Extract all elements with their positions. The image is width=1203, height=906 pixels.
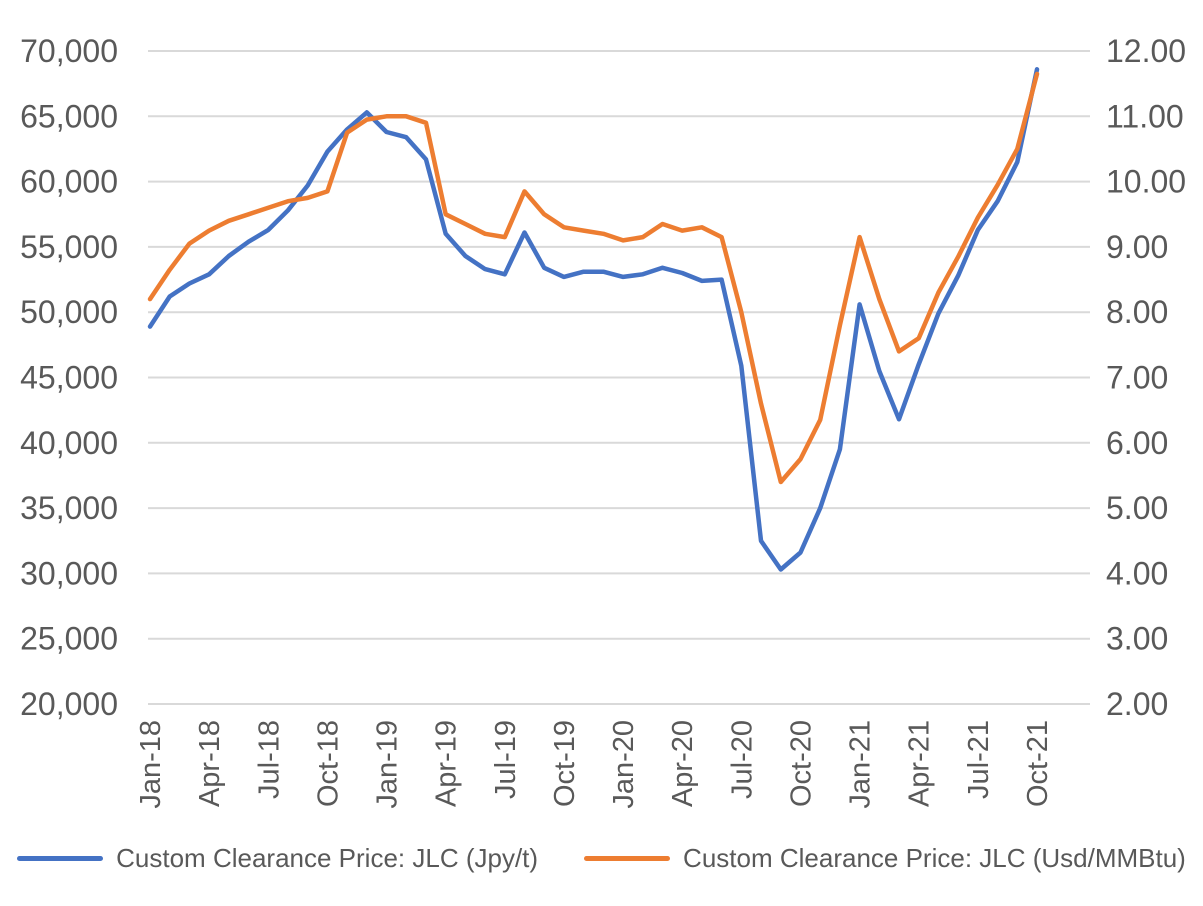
chart-legend: Custom Clearance Price: JLC (Jpy/t) Cust… — [0, 843, 1203, 874]
left-axis-tick-label: 60,000 — [20, 164, 118, 200]
right-axis-tick-label: 7.00 — [1106, 360, 1168, 396]
legend-item-jpy[interactable]: Custom Clearance Price: JLC (Jpy/t) — [17, 843, 538, 874]
left-axis-tick-label: 55,000 — [20, 229, 118, 265]
legend-label-usd: Custom Clearance Price: JLC (Usd/MMBtu) — [683, 843, 1186, 873]
x-axis-tick-label: Jan-20 — [608, 720, 640, 809]
right-axis-tick-label: 3.00 — [1106, 621, 1168, 657]
right-axis-tick-label: 12.00 — [1106, 33, 1186, 69]
left-axis-tick-label: 45,000 — [20, 360, 118, 396]
legend-line-sample-orange — [584, 856, 671, 861]
x-axis-tick-label: Apr-18 — [194, 720, 226, 807]
x-axis-tick-label: Jul-21 — [963, 720, 995, 799]
right-axis-tick-label: 9.00 — [1106, 229, 1168, 265]
series-line-jpy[interactable] — [147, 67, 1040, 572]
right-axis-tick-label: 4.00 — [1106, 555, 1168, 591]
series-line-usd[interactable] — [147, 71, 1040, 485]
x-axis-tick-label: Jul-20 — [726, 720, 758, 799]
x-axis-tick-label: Apr-19 — [431, 720, 463, 807]
x-axis-tick-label: Jan-19 — [372, 720, 404, 809]
left-axis-tick-label: 20,000 — [20, 686, 118, 722]
left-axis-tick-label: 40,000 — [20, 425, 118, 461]
right-axis-tick-label: 8.00 — [1106, 294, 1168, 330]
legend-line-sample-blue — [17, 856, 104, 861]
left-axis-tick-label: 25,000 — [20, 621, 118, 657]
left-axis-tick-label: 65,000 — [20, 98, 118, 134]
right-axis-tick-label: 11.00 — [1106, 98, 1184, 134]
left-axis-tick-label: 35,000 — [20, 490, 118, 526]
x-axis-tick-label: Oct-21 — [1022, 720, 1054, 807]
x-axis-tick-label: Jan-21 — [845, 720, 877, 809]
x-axis-tick-label: Oct-18 — [312, 720, 344, 807]
left-axis-tick-label: 70,000 — [20, 33, 118, 69]
legend-item-usd[interactable]: Custom Clearance Price: JLC (Usd/MMBtu) — [584, 843, 1186, 874]
right-axis-tick-label: 6.00 — [1106, 425, 1168, 461]
x-axis-tick-label: Oct-20 — [785, 720, 817, 807]
right-axis-tick-label: 5.00 — [1106, 490, 1168, 526]
right-axis-tick-label: 10.00 — [1106, 164, 1186, 200]
left-axis-tick-label: 30,000 — [20, 555, 118, 591]
x-axis-tick-label: Apr-20 — [667, 720, 699, 807]
legend-label-jpy: Custom Clearance Price: JLC (Jpy/t) — [116, 843, 539, 873]
left-axis-tick-label: 50,000 — [20, 294, 118, 330]
x-axis-tick-label: Oct-19 — [549, 720, 581, 807]
right-axis-tick-label: 2.00 — [1106, 686, 1168, 722]
x-axis-tick-label: Jan-18 — [135, 720, 167, 809]
x-axis-tick-label: Apr-21 — [904, 720, 936, 807]
x-axis-tick-label: Jul-19 — [490, 720, 522, 799]
x-axis-tick-label: Jul-18 — [253, 720, 285, 799]
line-chart: 70,000 12.00 65,000 11.00 60,000 10.00 55,000 9… — [20, 33, 1186, 809]
